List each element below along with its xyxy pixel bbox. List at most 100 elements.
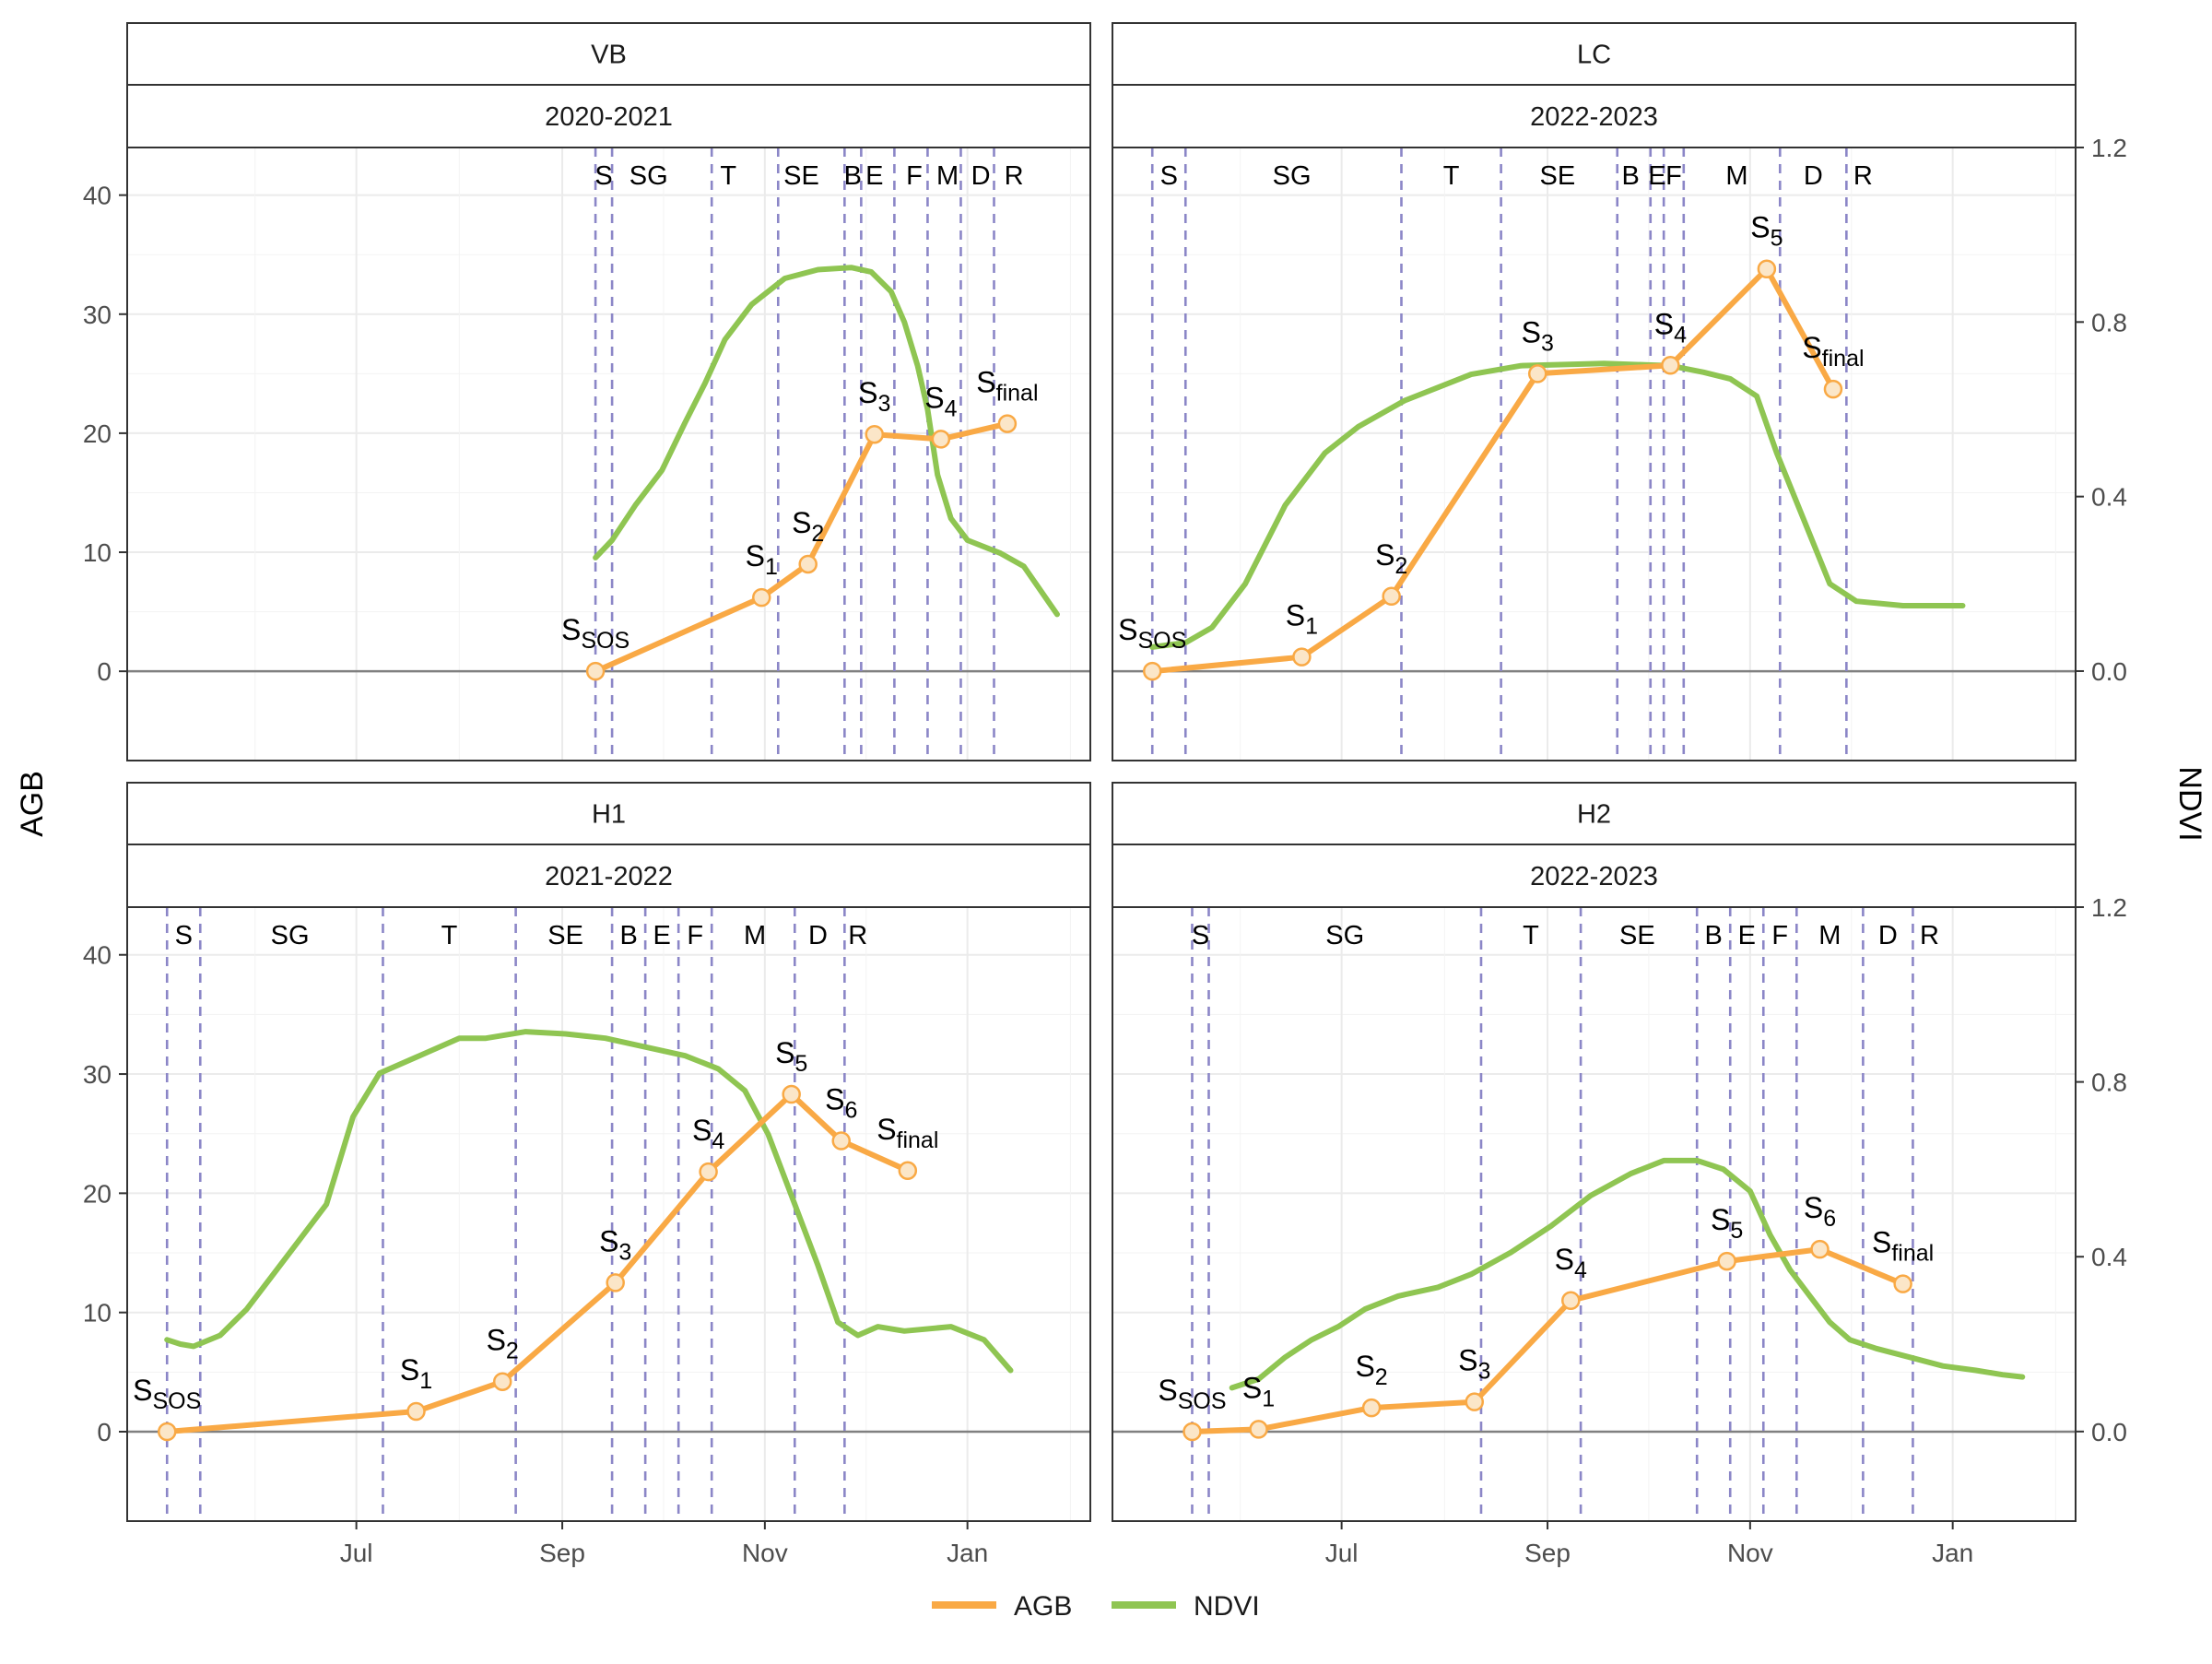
stage-label: E xyxy=(865,161,883,191)
x-tick-label: Nov xyxy=(1727,1539,1773,1567)
x-tick-label: Sep xyxy=(1524,1539,1571,1567)
sampling-label: S2 xyxy=(1355,1350,1387,1390)
strip-site-label: H1 xyxy=(592,800,626,830)
strip-site-label: H2 xyxy=(1577,800,1611,830)
sampling-label: S4 xyxy=(1555,1243,1587,1283)
agb-point xyxy=(1823,379,1843,399)
agb-point xyxy=(1182,1422,1202,1442)
ndvi-line xyxy=(1149,360,1966,650)
stage-label: SG xyxy=(629,161,668,191)
x-tick-label: Jul xyxy=(1325,1539,1359,1567)
sampling-label: S6 xyxy=(1804,1191,1836,1232)
sampling-label: SSOS xyxy=(561,613,629,654)
panel-h1: H1 2021-2022 S SG T SE B E F M D R SSOS S1 S2 S3 S4 S5 S6 S… xyxy=(83,782,1091,1567)
strip-season xyxy=(126,84,1091,148)
stage-label: S xyxy=(594,161,612,191)
agb-point xyxy=(1382,586,1401,607)
y-tick-label-right: 0.0 xyxy=(2091,657,2127,686)
sampling-label: SSOS xyxy=(1118,613,1186,654)
panel-background xyxy=(127,148,1090,761)
y-tick-label-left: 10 xyxy=(83,538,112,567)
stage-label: R xyxy=(1920,921,1939,950)
panel-background xyxy=(127,907,1090,1521)
y-tick-label-right: 0.4 xyxy=(2091,1243,2127,1271)
agb-point xyxy=(1661,356,1680,375)
stage-label: E xyxy=(653,921,670,950)
panel-background xyxy=(1112,907,2076,1521)
sampling-label: S1 xyxy=(1286,599,1318,640)
ndvi-line xyxy=(164,1029,1014,1374)
sampling-label: S3 xyxy=(599,1224,631,1265)
sampling-label: Sfinal xyxy=(1802,331,1864,372)
agb-point xyxy=(492,1372,512,1391)
stage-label: B xyxy=(844,161,862,191)
sampling-label: SSOS xyxy=(1158,1374,1226,1414)
sampling-label: S4 xyxy=(692,1114,724,1154)
ndvi-line xyxy=(593,265,1060,618)
gridlines xyxy=(127,148,1090,761)
agb-point xyxy=(606,1273,625,1292)
stage-label: F xyxy=(1771,921,1788,950)
sampling-label: S3 xyxy=(1458,1344,1490,1385)
x-tick-label: Jul xyxy=(340,1539,373,1567)
y-axis-title-left: AGB xyxy=(15,771,50,837)
stage-label: S xyxy=(1160,161,1178,191)
sampling-label: S3 xyxy=(1522,315,1554,356)
agb-point xyxy=(1893,1274,1912,1293)
legend-label-ndvi: NDVI xyxy=(1194,1591,1260,1622)
y-tick-label-left: 20 xyxy=(83,1179,112,1208)
stage-lines xyxy=(165,907,846,1521)
sampling-label: S2 xyxy=(792,506,824,547)
strip-season-label: 2021-2022 xyxy=(545,862,673,891)
agb-point xyxy=(1361,1398,1382,1418)
agb-point xyxy=(1717,1251,1736,1271)
agb-point xyxy=(898,1161,918,1181)
stage-label: F xyxy=(1665,161,1682,191)
agb-point xyxy=(406,1401,426,1422)
agb-point xyxy=(699,1162,718,1182)
agb-point xyxy=(865,424,885,444)
legend-label-agb: AGB xyxy=(1014,1591,1072,1622)
stage-label: E xyxy=(1648,161,1665,191)
agb-point xyxy=(752,587,771,608)
stage-label: T xyxy=(720,161,736,191)
stage-label: T xyxy=(441,921,458,950)
stage-lines xyxy=(594,148,995,761)
panel-border xyxy=(1112,906,2077,1522)
stage-label: D xyxy=(1804,161,1823,191)
strip-season xyxy=(126,844,1091,908)
strip-site-label: LC xyxy=(1577,41,1611,70)
agb-line xyxy=(593,420,1010,675)
panel-border xyxy=(1112,147,2077,761)
agb-point xyxy=(782,1084,801,1104)
panel-border xyxy=(126,906,1091,1522)
stage-label: E xyxy=(1738,921,1756,950)
strip-season xyxy=(1112,84,2077,148)
stage-label: D xyxy=(808,921,828,950)
sampling-label: S5 xyxy=(1750,211,1783,252)
panel-border xyxy=(126,147,1091,761)
agb-point xyxy=(798,554,818,574)
strip-site-label: VB xyxy=(591,41,627,70)
sampling-label: S1 xyxy=(1242,1371,1275,1411)
agb-point xyxy=(1757,259,1777,278)
sampling-label: S1 xyxy=(400,1353,432,1394)
stage-label: T xyxy=(1443,161,1460,191)
y-tick-label-left: 30 xyxy=(83,301,112,329)
strip-site xyxy=(126,22,1091,86)
stage-label: B xyxy=(1705,921,1723,950)
stage-label: SE xyxy=(547,921,583,950)
sampling-label: S3 xyxy=(858,376,890,417)
y-tick-label-left: 10 xyxy=(83,1299,112,1328)
agb-point xyxy=(1142,661,1162,681)
stage-label: S xyxy=(1192,921,1209,950)
stage-label: B xyxy=(1621,161,1639,191)
sampling-label: S6 xyxy=(825,1082,857,1123)
stage-lines xyxy=(1150,148,1848,761)
stage-label: M xyxy=(936,161,959,191)
x-tick-label: Nov xyxy=(742,1539,788,1567)
stage-label: F xyxy=(687,921,703,950)
sampling-label: S4 xyxy=(1654,307,1687,348)
sampling-label: S1 xyxy=(746,539,778,580)
